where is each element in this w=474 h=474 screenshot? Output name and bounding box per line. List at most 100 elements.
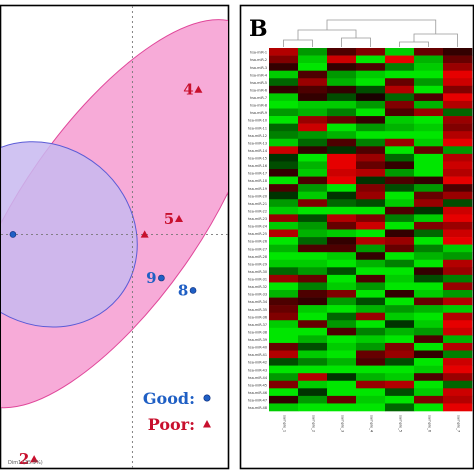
heatmap-cell [327, 297, 357, 306]
heatmap-cell [298, 153, 328, 162]
heatmap-cell [443, 252, 473, 261]
heatmap-cell [327, 176, 357, 185]
heatmap-cell [327, 138, 357, 147]
row-label: hsa-miR-3 [250, 66, 267, 70]
heatmap-cell [327, 199, 357, 208]
heatmap-cell [385, 335, 415, 344]
heatmap-cell [414, 78, 444, 87]
heatmap-cell [443, 70, 473, 79]
heatmap-cell [385, 169, 415, 177]
heatmap-cell [327, 93, 357, 102]
heatmap-cell [443, 320, 473, 329]
heatmap-cell [269, 100, 299, 109]
row-label: hsa-miR-21 [248, 202, 267, 206]
heatmap-cell [414, 388, 444, 397]
heatmap-cell [385, 116, 415, 124]
heatmap-cell [356, 108, 386, 117]
heatmap-cell [269, 312, 299, 321]
heatmap-cell [269, 365, 299, 374]
heatmap-cell [443, 123, 473, 132]
heatmap-cell [443, 274, 473, 283]
heatmap-cell [298, 199, 328, 208]
heatmap-cell [327, 350, 357, 359]
row-label: hsa-miR-38 [248, 330, 267, 334]
row-label: hsa-miR-24 [248, 225, 267, 229]
heatmap-cell [385, 244, 415, 253]
heatmap-cell [443, 237, 473, 245]
heatmap-cell [443, 146, 473, 155]
heatmap-cell [385, 70, 415, 79]
heatmap-cell [385, 358, 415, 366]
heatmap-cell [414, 176, 444, 185]
heatmap-cell [356, 131, 386, 140]
heatmap-cell [385, 403, 415, 412]
row-label: hsa-miR-32 [248, 285, 267, 289]
heatmap-cell [356, 252, 386, 261]
heatmap-cell [443, 214, 473, 223]
row-label: hsa-miR-42 [248, 361, 267, 365]
heatmap-cell [356, 138, 386, 147]
heatmap-cell [414, 93, 444, 102]
heatmap-cell [356, 161, 386, 170]
heatmap-cell [298, 290, 328, 298]
heatmap-cell [356, 335, 386, 344]
heatmap-cell [385, 161, 415, 170]
point-poor-0 [140, 230, 149, 238]
heatmap-cell [356, 365, 386, 374]
heatmap-cell [327, 108, 357, 117]
heatmap-cell [385, 267, 415, 276]
heatmap-cell [356, 85, 386, 94]
row-label: hsa-miR-34 [248, 300, 267, 304]
heatmap-cell [269, 290, 299, 298]
heatmap-cell [327, 131, 357, 140]
heatmap-cell [385, 48, 415, 56]
row-label: hsa-miR-9 [250, 111, 267, 115]
heatmap-cell [269, 244, 299, 253]
heatmap-cell [327, 282, 357, 291]
heatmap-cell [356, 221, 386, 230]
heatmap-cell [443, 116, 473, 124]
heatmap-cell [414, 169, 444, 177]
heatmap-cell [385, 305, 415, 313]
heatmap-cell [385, 395, 415, 404]
point-label-good-2: 8 [178, 281, 188, 299]
heatmap-cell [385, 146, 415, 155]
heatmap-cell [298, 116, 328, 124]
heatmap-cell [298, 191, 328, 200]
heatmap-cell [269, 221, 299, 230]
heatmap-cell [356, 373, 386, 382]
heatmap-cell [414, 297, 444, 306]
heatmap-cell [443, 267, 473, 276]
heatmap-cell [356, 327, 386, 336]
heatmap-cell [269, 229, 299, 238]
point-label-poor-3: 2 [19, 450, 29, 468]
point-label-good-1: 9 [146, 269, 156, 287]
heatmap-cell [443, 48, 473, 56]
heatmap-cell [385, 320, 415, 329]
heatmap-cell [356, 297, 386, 306]
heatmap-column-labels: sample_1 sample_2 sample_3 sample_4 sample_5… [283, 415, 461, 433]
row-label: hsa-miR-41 [248, 353, 267, 357]
heatmap-cell [269, 274, 299, 283]
heatmap-cell [298, 252, 328, 261]
point-good-1 [158, 274, 165, 282]
heatmap-cell [298, 342, 328, 351]
row-label: hsa-miR-10 [248, 119, 267, 123]
heatmap-cell [385, 123, 415, 132]
legend-label-good: Good: [143, 389, 195, 408]
row-label: hsa-miR-30 [248, 270, 267, 274]
row-label: hsa-miR-43 [248, 368, 267, 372]
heatmap-cell [414, 206, 444, 215]
heatmap-cell [414, 282, 444, 291]
heatmap-cell [298, 100, 328, 109]
heatmap-cell [298, 63, 328, 71]
heatmap-cell [356, 153, 386, 162]
heatmap-cell [414, 252, 444, 261]
heatmap-cell [385, 55, 415, 64]
heatmap-cell [443, 100, 473, 109]
heatmap-cell [414, 161, 444, 170]
heatmap-cell [385, 350, 415, 359]
heatmap-cell [298, 176, 328, 185]
heatmap-cell [356, 312, 386, 321]
